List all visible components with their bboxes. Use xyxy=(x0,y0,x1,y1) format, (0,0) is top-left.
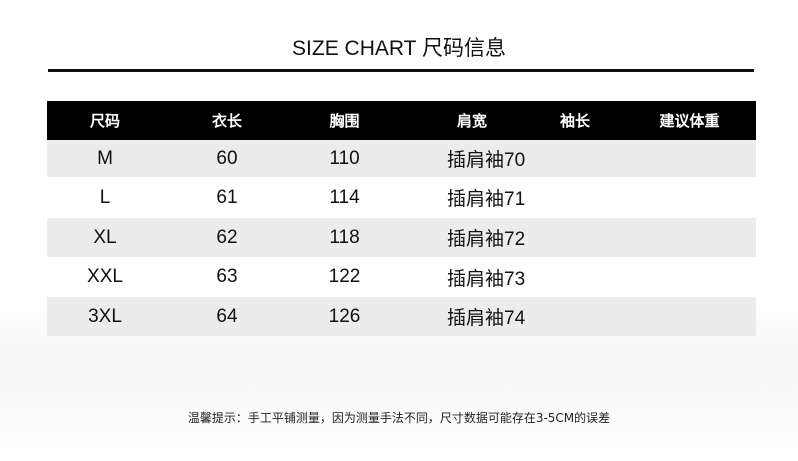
header-length: 衣长 xyxy=(211,112,242,130)
table-header: 尺码 衣长 胸围 肩宽 袖长 建议体重 xyxy=(47,101,756,140)
header-shoulder: 肩宽 xyxy=(456,112,487,130)
table-cell xyxy=(637,218,742,257)
table-cell: XXL xyxy=(87,266,123,287)
table-cell: 62 xyxy=(216,226,238,248)
table-cell: 插肩袖72 xyxy=(447,229,526,250)
divider xyxy=(48,69,754,72)
table-cell xyxy=(637,177,742,218)
table-cell: 126 xyxy=(328,305,361,327)
header-chest: 胸围 xyxy=(329,112,360,130)
table-cell xyxy=(637,140,742,177)
table-cell: 122 xyxy=(328,266,361,287)
table-cell xyxy=(637,257,742,297)
table-cell xyxy=(535,140,615,177)
table-cell xyxy=(535,218,615,257)
header-sleeve: 袖长 xyxy=(559,112,590,130)
table-cell: 插肩袖74 xyxy=(447,308,526,329)
table-cell: 60 xyxy=(216,147,238,169)
table-cell: 插肩袖73 xyxy=(447,268,526,290)
table-cell xyxy=(535,177,615,218)
table-cell xyxy=(535,257,615,297)
header-size: 尺码 xyxy=(89,112,120,130)
table-cell: XL xyxy=(93,226,117,248)
table-row: M 60 110 插肩袖70 xyxy=(47,140,756,177)
page-title: SIZE CHART 尺码信息 xyxy=(292,37,506,60)
table-cell: 插肩袖70 xyxy=(447,150,526,171)
table-cell: 61 xyxy=(216,186,238,208)
table-row: XL 62 118 插肩袖72 xyxy=(47,218,756,257)
table-cell: 118 xyxy=(329,226,360,248)
table-cell xyxy=(535,297,615,336)
table-cell: 110 xyxy=(329,147,360,169)
table-cell xyxy=(637,297,742,336)
table-cell: 3XL xyxy=(88,305,122,327)
size-table: 尺码 衣长 胸围 肩宽 袖长 建议体重 M 60 110 插肩袖70 L 61 114 插肩袖… xyxy=(47,101,756,336)
table-cell: 114 xyxy=(329,186,360,208)
table-cell: L xyxy=(99,186,111,208)
table-row: 3XL 64 126 插肩袖74 xyxy=(47,297,756,336)
table-row: L 61 114 插肩袖71 xyxy=(47,177,756,218)
table-cell: 64 xyxy=(216,305,238,327)
table-cell: 插肩袖71 xyxy=(447,189,526,210)
header-weight: 建议体重 xyxy=(659,112,720,130)
table-cell: M xyxy=(97,147,113,169)
table-cell: 63 xyxy=(216,266,238,287)
table-row: XXL 63 122 插肩袖73 xyxy=(47,257,756,297)
footnote: 温馨提示：手工平铺测量，因为测量手法不同，尺寸数据可能存在3-5CM的误差 xyxy=(187,411,611,425)
